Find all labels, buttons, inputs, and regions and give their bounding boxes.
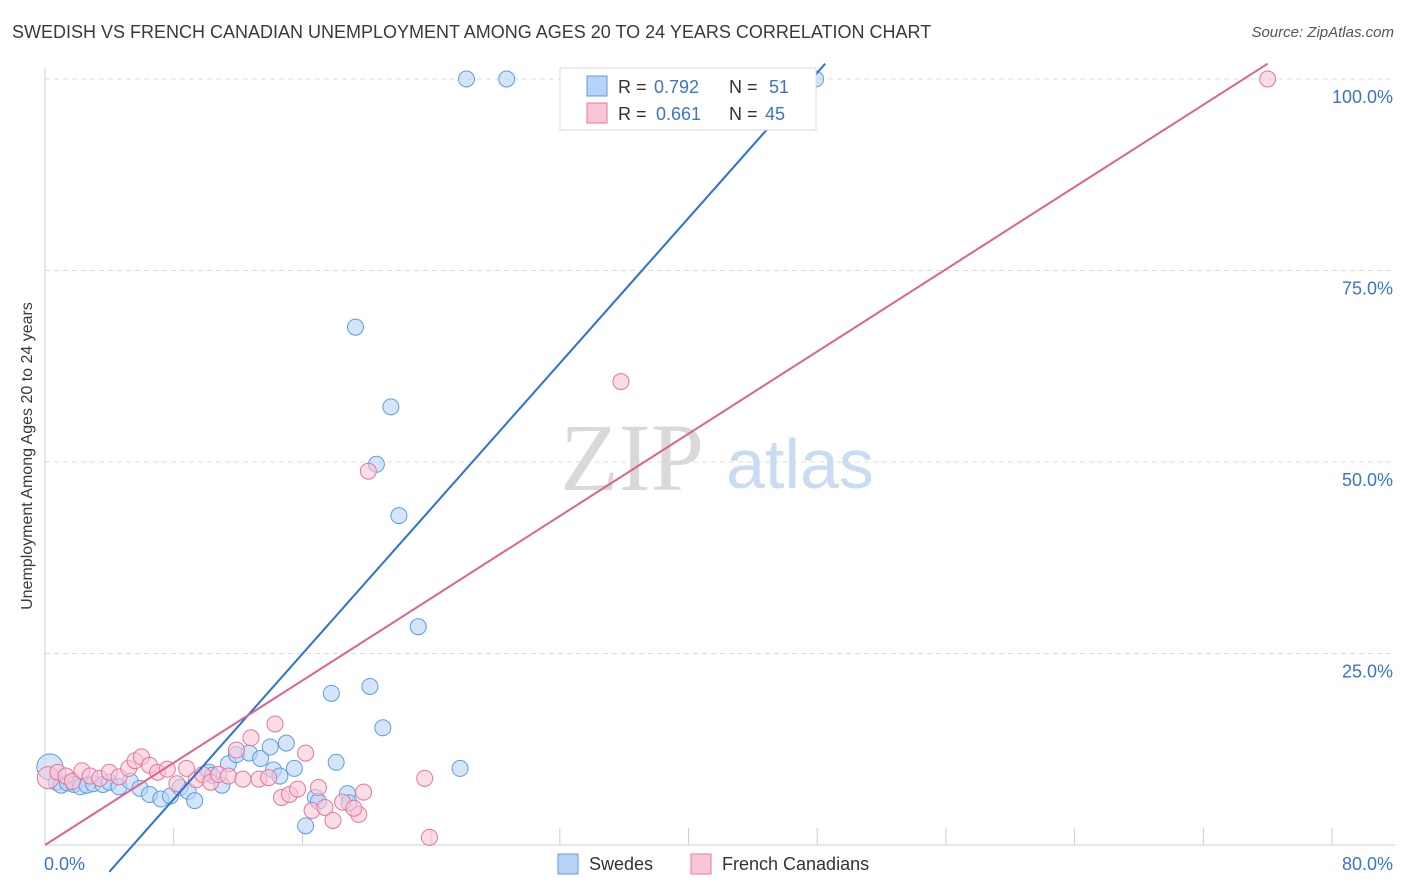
point-french-canadians — [260, 769, 278, 787]
point-swedes — [261, 738, 279, 756]
grid-lines — [45, 78, 1395, 654]
legend-n-value-swedes: 51 — [769, 77, 789, 97]
point-swedes — [186, 792, 204, 810]
point-swedes — [498, 70, 516, 88]
axes — [44, 68, 1395, 846]
legend-swatch-french-canadians — [586, 102, 608, 124]
point-french-canadians — [416, 769, 434, 787]
point-french-canadians — [242, 729, 260, 747]
point-french-canadians — [1259, 70, 1277, 88]
point-swedes — [361, 677, 379, 695]
x-tick-label: 0.0% — [44, 854, 85, 874]
legend-r-label: R = — [618, 104, 647, 124]
bottom-legend-swatch-swedes — [557, 853, 579, 875]
point-french-canadians — [63, 772, 81, 790]
watermark: ZIP atlas — [560, 404, 874, 511]
trend-line-swedes — [108, 63, 826, 873]
point-french-canadians — [168, 775, 186, 793]
point-swedes — [297, 817, 315, 835]
bottom-legend-label-swedes: Swedes — [589, 854, 653, 874]
legend-swatch-swedes — [586, 75, 608, 97]
point-french-canadians — [178, 759, 196, 777]
y-tick-label: 75.0% — [1342, 279, 1393, 299]
point-french-canadians — [297, 744, 315, 762]
data-points — [36, 70, 1277, 846]
legend-r-value-swedes: 0.792 — [654, 77, 699, 97]
point-french-canadians — [316, 798, 334, 816]
point-french-canadians — [289, 780, 307, 798]
y-tick-label: 100.0% — [1332, 87, 1393, 107]
point-swedes — [457, 70, 475, 88]
point-swedes — [390, 507, 408, 525]
point-french-canadians — [355, 783, 373, 801]
watermark-zip: ZIP — [560, 404, 704, 511]
point-swedes — [327, 753, 345, 771]
point-french-canadians — [309, 779, 327, 797]
watermark-atlas: atlas — [726, 425, 874, 503]
point-french-canadians — [219, 767, 237, 785]
bottom-legend-swatch-french-canadians — [690, 853, 712, 875]
y-tick-label: 25.0% — [1342, 662, 1393, 682]
trend-line-french-canadians — [44, 62, 1269, 846]
point-french-canadians — [234, 770, 252, 788]
legend-n-label: N = — [729, 104, 758, 124]
source-label: Source: ZipAtlas.com — [1251, 24, 1394, 41]
point-swedes — [451, 759, 469, 777]
point-swedes — [322, 684, 340, 702]
trend-lines — [44, 62, 1269, 873]
point-swedes — [285, 759, 303, 777]
y-tick-label: 50.0% — [1342, 470, 1393, 490]
point-french-canadians — [420, 828, 438, 846]
point-swedes — [346, 318, 364, 336]
point-french-canadians — [359, 462, 377, 480]
point-swedes — [382, 398, 400, 416]
legend-r-label: R = — [618, 77, 647, 97]
point-french-canadians — [345, 799, 363, 817]
legend-r-value-french-canadians: 0.661 — [656, 104, 701, 124]
legend-box: R = 0.792 N = 51 R = 0.661 N = 45 — [559, 67, 817, 131]
point-french-canadians — [612, 373, 630, 391]
point-swedes — [374, 719, 392, 737]
chart-title: SWEDISH VS FRENCH CANADIAN UNEMPLOYMENT … — [12, 22, 932, 42]
legend-n-label: N = — [729, 77, 758, 97]
point-french-canadians — [266, 715, 284, 733]
point-swedes — [277, 734, 295, 752]
point-swedes — [252, 749, 270, 767]
bottom-legend-label-french-canadians: French Canadians — [722, 854, 869, 874]
bottom-legend: Swedes French Canadians — [557, 853, 869, 875]
legend-n-value-french-canadians: 45 — [765, 104, 785, 124]
x-tick-label: 80.0% — [1342, 854, 1393, 874]
point-swedes — [409, 618, 427, 636]
point-french-canadians — [324, 811, 342, 829]
tick-labels: 100.0% 75.0% 50.0% 25.0% 0.0% 80.0% — [44, 87, 1393, 874]
point-french-canadians — [227, 741, 245, 759]
